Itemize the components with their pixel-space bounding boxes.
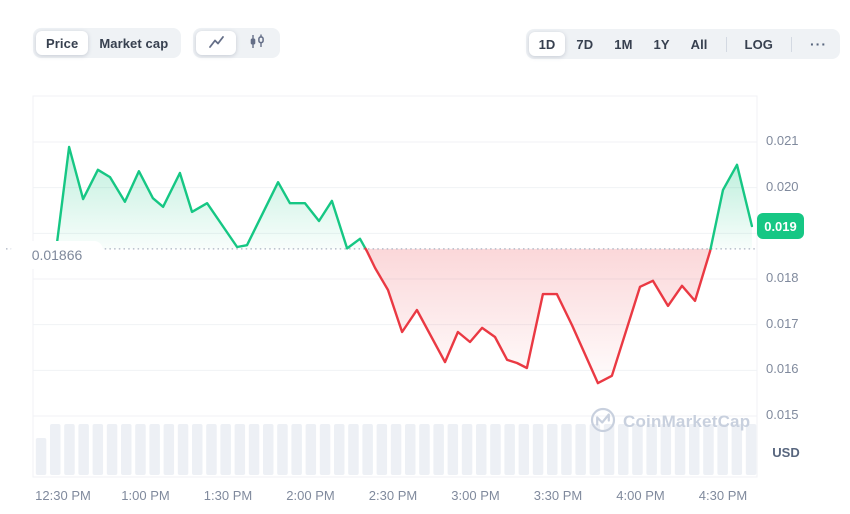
divider [725, 36, 727, 52]
y-axis-label: 0.018 [766, 269, 799, 285]
volume-bar [646, 424, 657, 475]
volume-bar [433, 424, 444, 475]
volume-bar [220, 424, 231, 475]
x-axis-label: 3:30 PM [533, 488, 583, 503]
y-axis-label: 0.016 [766, 361, 799, 377]
more-options-button[interactable]: ··· [800, 32, 837, 56]
price-line-up [55, 145, 367, 251]
price-marketcap-toggle: Price Market cap [33, 28, 182, 58]
usd-unit-label: USD [772, 445, 800, 460]
volume-bar [603, 424, 615, 475]
volume-bar [689, 424, 700, 475]
volume-bar [717, 424, 728, 475]
x-axis-label: 2:30 PM [368, 488, 418, 503]
volume-bar [92, 424, 104, 475]
volume-bar [248, 424, 260, 475]
y-axis-label: 0.021 [766, 132, 799, 148]
volume-bar [745, 424, 757, 475]
y-axis-label: 0.017 [766, 315, 799, 331]
x-axis-label: 2:00 PM [286, 488, 335, 503]
volume-bar [305, 424, 317, 475]
volume-bar [277, 424, 288, 475]
volume-bar [362, 424, 373, 475]
candlestick-chart-type-button[interactable] [237, 31, 277, 55]
line-chart-icon [208, 35, 225, 52]
volume-bar [263, 424, 274, 475]
x-axis-label: 4:30 PM [698, 488, 748, 503]
volume-bar [192, 424, 203, 475]
volume-bar [561, 424, 572, 475]
volume-bar [149, 424, 160, 475]
tab-1d[interactable]: 1D [528, 32, 566, 56]
volume-bar [632, 424, 643, 475]
volume-bar [674, 424, 686, 475]
price-line-up [709, 163, 754, 251]
volume-bar [78, 424, 89, 475]
volume-bar [447, 424, 459, 475]
volume-bar [334, 424, 345, 475]
volume-bar [135, 424, 146, 475]
volume-bar [532, 424, 544, 475]
volume-bar [50, 424, 61, 475]
market-cap-tab[interactable]: Market cap [89, 31, 178, 55]
x-axis-label: 3:00 PM [451, 488, 500, 503]
divider [791, 36, 792, 52]
volume-bar [589, 424, 601, 475]
y-axis-label: 0.015 [766, 407, 799, 422]
x-axis-label: 4:00 PM [616, 488, 665, 503]
tab-7d[interactable]: 7D [566, 32, 603, 56]
volume-bar [234, 424, 246, 475]
time-range-selector: 1D 7D 1M 1Y All LOG ··· [525, 29, 840, 59]
tab-1m[interactable]: 1M [604, 32, 642, 56]
volume-bar [106, 424, 118, 475]
x-axis-label: 12:30 PM [35, 488, 91, 503]
y-axis-label: 0.020 [766, 178, 799, 194]
volume-bar [731, 424, 743, 475]
volume-bar [163, 424, 175, 475]
volume-bar [518, 424, 530, 475]
volume-bar [291, 424, 302, 475]
volume-bar [319, 424, 331, 475]
area-above-open [57, 147, 366, 249]
volume-bar [348, 424, 359, 475]
baseline-price-label: 0.01866 [11, 241, 103, 269]
current-price-badge: 0.019 [757, 213, 804, 239]
volume-bar [35, 438, 47, 475]
log-scale-button[interactable]: LOG [735, 32, 783, 56]
volume-bar [376, 424, 388, 475]
volume-bar [177, 424, 189, 475]
volume-bar [703, 424, 714, 475]
volume-bar [575, 424, 586, 475]
tab-1y[interactable]: 1Y [644, 32, 680, 56]
chart-type-toggle [193, 28, 280, 58]
volume-bar [547, 424, 558, 475]
volume-bar [405, 424, 416, 475]
volume-bar [476, 424, 487, 475]
price-tab[interactable]: Price [36, 31, 89, 55]
x-axis-label: 1:00 PM [121, 488, 170, 503]
tab-all[interactable]: All [681, 32, 718, 56]
volume-bar [490, 424, 501, 475]
plot-border [32, 95, 758, 478]
line-chart-type-button[interactable] [196, 31, 236, 55]
x-axis-label: 1:30 PM [203, 488, 253, 503]
volume-bar [618, 424, 629, 475]
volume-bar [390, 424, 402, 475]
candlestick-icon [249, 34, 265, 52]
price-line-down [364, 247, 712, 385]
volume-bar [419, 424, 430, 475]
volume-bar [660, 424, 672, 475]
volume-bar [121, 424, 132, 475]
volume-bar [461, 424, 473, 475]
volume-bar [504, 424, 515, 475]
volume-bar [206, 424, 217, 475]
volume-bar [64, 424, 75, 475]
